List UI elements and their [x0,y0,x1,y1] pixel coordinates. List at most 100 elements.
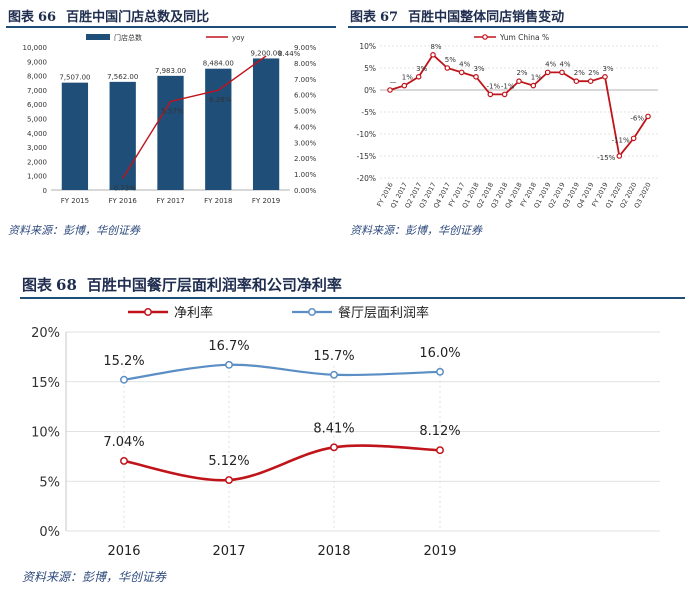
fig67-y-tick-label: 0% [364,86,376,95]
fig66-x-tick-label: FY 2018 [204,197,232,205]
fig67-data-label: 4% [545,60,556,68]
fig67-marker [602,73,608,80]
fig66-legend-bar-swatch [86,34,110,40]
fig67-marker [444,65,451,71]
fig67-y-tick-label: -15% [357,152,376,161]
fig68-number: 68 [56,276,77,294]
fig66-left-tick-label: 8,000 [27,73,47,81]
fig67-data-label: 8% [430,43,441,51]
fig68-x-tick-label: 2017 [212,544,245,559]
fig66-title: 图表 66 百胜中国门店总数及同比 [8,6,209,25]
fig68-y-tick-label: 5% [39,475,60,490]
fig66-bar [109,81,136,190]
fig67-marker [415,73,422,80]
fig68-restaurant-margin-label: 16.7% [208,339,249,354]
fig68-y-tick-label: 0% [39,525,60,540]
fig67-data-label: -1% [487,82,501,90]
fig67-marker [458,69,465,76]
fig67-y-tick-label: -5% [361,108,376,117]
fig66-yoy-label: 8.44% [278,50,301,58]
fig68-legend-restaurant-margin-marker [308,308,316,316]
fig68-restaurant-margin-label: 15.2% [103,354,144,369]
fig67-marker [530,82,537,89]
fig68-net-margin-label: 5.12% [208,454,249,469]
fig67-data-label: 5% [445,56,456,64]
fig68-restaurant-margin-marker [330,370,338,379]
fig67-marker [430,51,436,58]
fig66-bar [61,82,89,190]
fig67-title: 图表 67 百胜中国整体同店销售变动 [350,6,564,25]
fig66-bar-label: 9,200.00 [251,49,282,57]
fig68-y-tick-label: 20% [31,326,60,341]
fig68-title-text: 百胜中国餐厅层面利润率和公司净利率 [86,276,342,294]
fig66-yoy-label: 5.57% [161,107,184,115]
fig68-net-margin-label: 7.04% [103,435,144,450]
fig66-x-tick-label: FY 2016 [109,197,138,205]
fig68-legend-net-margin-marker [144,308,152,316]
fig67-marker [473,73,479,80]
fig67-data-label: -11% [612,136,630,144]
fig66-bar [205,68,232,190]
fig67-marker [559,69,565,76]
fig68-net-margin-label: 8.41% [313,421,354,436]
fig68-title: 图表 68 百胜中国餐厅层面利润率和公司净利率 [22,274,342,295]
fig68-net-margin-marker [225,476,233,485]
fig66-source: 资料来源：彭博，华创证券 [8,224,140,237]
fig67-data-label: 1% [531,74,542,82]
fig67-data-label: 4% [459,60,470,68]
fig66-bar [252,58,280,190]
fig66-bar-label: 8,484.00 [203,60,234,68]
fig67-data-label: 3% [416,65,427,73]
fig68-restaurant-margin-label: 16.0% [419,346,460,361]
fig67-data-label: -6% [630,114,644,122]
fig67-marker [387,87,393,93]
fig68-net-margin-label: 8.12% [419,424,460,439]
fig67-marker [630,135,637,142]
fig67-y-tick-label: -10% [357,130,376,139]
fig66-right-tick-label: 5.00% [294,108,317,116]
fig68-net-margin-marker [120,457,128,465]
fig67-number: 67 [380,10,399,25]
fig68-legend-net-margin-label: 净利率 [174,305,213,321]
fig67-y-tick-label: 10% [359,42,376,51]
fig67-data-label: -15% [597,154,615,162]
fig67-y-tick-label: -20% [357,174,376,183]
fig66-right-tick-label: 4.00% [294,123,317,131]
fig66-chart: 0 1,000 2,000 3,000 4,000 5,000 6,000 7,000 8,00… [23,33,317,205]
fig68-x-tick-label: 2018 [317,544,350,559]
fig66-left-tick-label: 10,000 [23,44,48,52]
fig67-marker [544,69,551,76]
fig68-net-margin-marker [436,446,444,455]
fig66-yoy-label: 0.73% [114,184,137,192]
fig66-yoy-label: 6.28% [209,96,232,104]
fig67-marker [616,153,623,159]
fig66-left-tick-label: 0 [43,187,47,195]
fig66-legend-line-label: yoy [232,34,245,42]
fig66-right-tick-label: 0.00% [294,187,317,195]
fig67-data-label: — [390,78,397,86]
fig67-legend-label: Yum China % [499,33,549,42]
fig67-legend-marker [482,34,488,40]
fig68-chart: 0% 5% 10% 15% 20% 2016 2017 2018 2019 7.04% 5.12% 8… [31,305,660,559]
fig66-right-tick-label: 7.00% [294,76,317,84]
fig67-data-label: 2% [516,69,527,77]
fig66-left-tick-label: 7,000 [27,87,47,95]
fig66-left-tick-label: 2,000 [27,158,47,166]
fig66-title-text: 百胜中国门店总数及同比 [66,10,210,25]
fig68-restaurant-margin-marker [225,360,233,369]
fig67-marker [516,78,522,85]
fig68-title-rule [20,297,685,299]
fig68-restaurant-margin-marker [120,375,128,384]
fig67-title-rule [348,26,688,28]
fig67-data-label: -1% [501,82,515,90]
fig68-net-margin-marker [330,443,338,452]
fig67-data-label: 3% [473,65,484,73]
fig67-source: 资料来源：彭博，华创证券 [350,224,482,237]
fig66-x-tick-label: FY 2015 [61,197,89,205]
fig67-title-text: 百胜中国整体同店销售变动 [408,10,565,25]
fig66-right-tick-label: 8.00% [294,60,317,68]
fig68-source: 资料来源：彭博，华创证券 [22,570,167,584]
fig66-bar-label: 7,507.00 [59,74,90,82]
fig66-bar-label: 7,983.00 [155,67,186,75]
fig67-label: 图表 [350,10,377,25]
